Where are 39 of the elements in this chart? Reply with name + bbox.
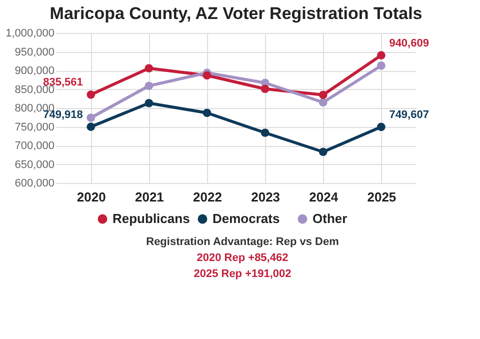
point [260,84,270,94]
point [86,122,96,131]
point [260,128,270,137]
point [86,114,96,122]
legend-label: Democrats [212,211,280,226]
text: Registration Advantage: Rep vs Dem [146,236,340,248]
legend-label: Other [312,211,348,226]
y-tick-label: 950,000 [14,46,55,58]
legend-label: Republicans [112,211,190,226]
point [202,108,212,118]
text: 2020 Rep +85,462 [196,252,288,264]
y-tick-label: 600,000 [14,178,55,190]
point [202,71,212,80]
y-tick-label: 650,000 [14,158,55,171]
point [318,98,328,107]
data-label: 940,609 [389,37,429,50]
y-tick-label: 900,000 [14,65,55,77]
point [377,61,386,70]
point [144,82,154,90]
point [318,90,328,100]
point [144,98,154,108]
point [377,51,386,60]
y-tick-label: 700,000 [14,140,55,152]
x-tick-label: 2025 [367,190,396,204]
x-tick-label: 2021 [134,190,164,204]
point [377,122,386,132]
y-tick-label: 750,000 [14,121,55,134]
x-tick-label: 2020 [76,190,106,204]
y-tick-label: 850,000 [14,84,55,96]
point [86,90,96,99]
x-tick-label: 2023 [251,190,280,204]
x-tick-label: 2024 [309,190,339,204]
y-tick-label: 1,000,000 [6,28,55,40]
point [144,64,154,72]
data-label: 749,607 [389,108,429,121]
x-tick-label: 2022 [193,190,222,204]
point [318,148,328,156]
chart-title: Maricopa County, AZ Voter Registration Totals [50,4,422,23]
text: 2025 Rep +191,002 [194,268,292,280]
